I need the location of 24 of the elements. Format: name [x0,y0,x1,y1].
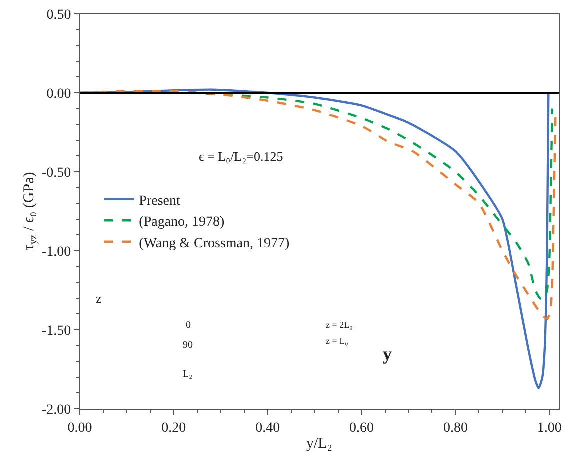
x-tick-label: 1.00 [537,420,562,436]
x-axis-title: y/L₂ [306,436,333,452]
y-tick-label: -1.00 [42,244,72,260]
annotation: 90 [183,340,193,351]
y-tick-label: 0.00 [46,86,72,102]
y-tick-label: -2.00 [42,402,72,418]
annotation: z = L₀ [326,336,348,346]
legend-label: Present [139,194,180,209]
x-tick-label: 0.20 [162,420,186,436]
x-tick-label: 0.60 [350,420,374,436]
annotation: ϵ = L₀/L₂=0.125 [199,149,284,164]
annotation: L₂ [183,369,193,380]
legend-label: (Wang & Crossman, 1977) [139,236,290,252]
x-tick-label: 0.80 [443,420,468,436]
annotation: y [383,344,392,364]
y-tick-label: -0.50 [42,166,72,181]
x-tick-label: 0.00 [68,420,92,436]
annotation: z = 2L₀ [326,320,353,330]
legend-label: (Pagano, 1978) [139,215,226,230]
annotation: z [96,291,102,306]
y-tick-label: -1.50 [42,324,72,339]
y-tick-label: 0.50 [46,8,72,23]
annotation: 0 [186,320,191,331]
x-tick-label: 0.40 [256,420,280,436]
